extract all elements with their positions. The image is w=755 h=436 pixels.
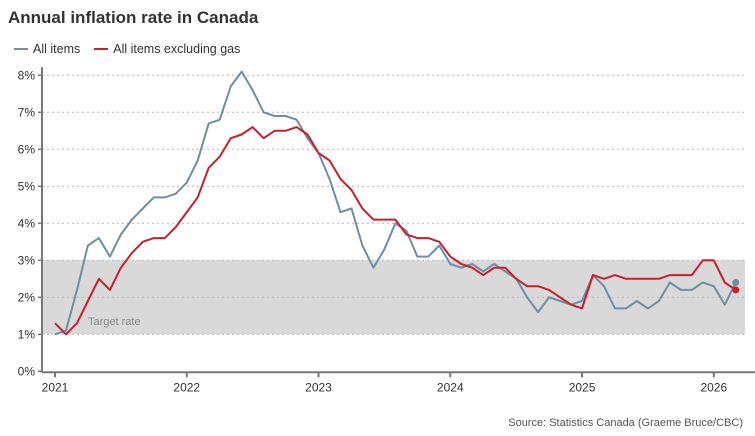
y-tick-label: 5%	[18, 179, 36, 193]
series-end-point	[732, 286, 740, 294]
y-tick-label: 6%	[18, 142, 36, 156]
series-line-all-items	[54, 70, 737, 336]
legend-item-all-items: All items	[14, 42, 80, 56]
series-end-point	[732, 279, 740, 286]
x-tick-label: 2024	[437, 380, 464, 394]
source-note: Source: Statistics Canada (Graeme Bruce/…	[508, 417, 743, 429]
y-tick-label: 8%	[18, 68, 36, 82]
legend-item-excluding-gas: All items excluding gas	[94, 42, 240, 56]
legend-swatch	[14, 48, 28, 50]
target-band-label: Target rate	[88, 316, 141, 328]
legend: All items All items excluding gas	[14, 42, 240, 56]
x-tick-label: 2023	[305, 380, 332, 394]
y-tick-label: 1%	[18, 327, 36, 341]
x-tick-label: 2025	[569, 380, 596, 394]
series-line-excluding-gas	[54, 126, 737, 336]
y-tick-label: 3%	[18, 253, 36, 267]
legend-label: All items excluding gas	[113, 42, 241, 56]
y-tick-label: 0%	[18, 364, 36, 378]
x-tick-label: 2021	[42, 380, 69, 394]
y-tick-label: 2%	[18, 290, 36, 304]
y-tick-label: 4%	[18, 216, 36, 230]
x-tick-label: 2022	[173, 380, 200, 394]
y-tick-label: 7%	[18, 105, 36, 119]
chart-title: Annual inflation rate in Canada	[8, 8, 259, 27]
x-tick-label: 2026	[700, 380, 727, 394]
legend-label: All items	[33, 42, 81, 56]
legend-swatch	[94, 48, 109, 50]
